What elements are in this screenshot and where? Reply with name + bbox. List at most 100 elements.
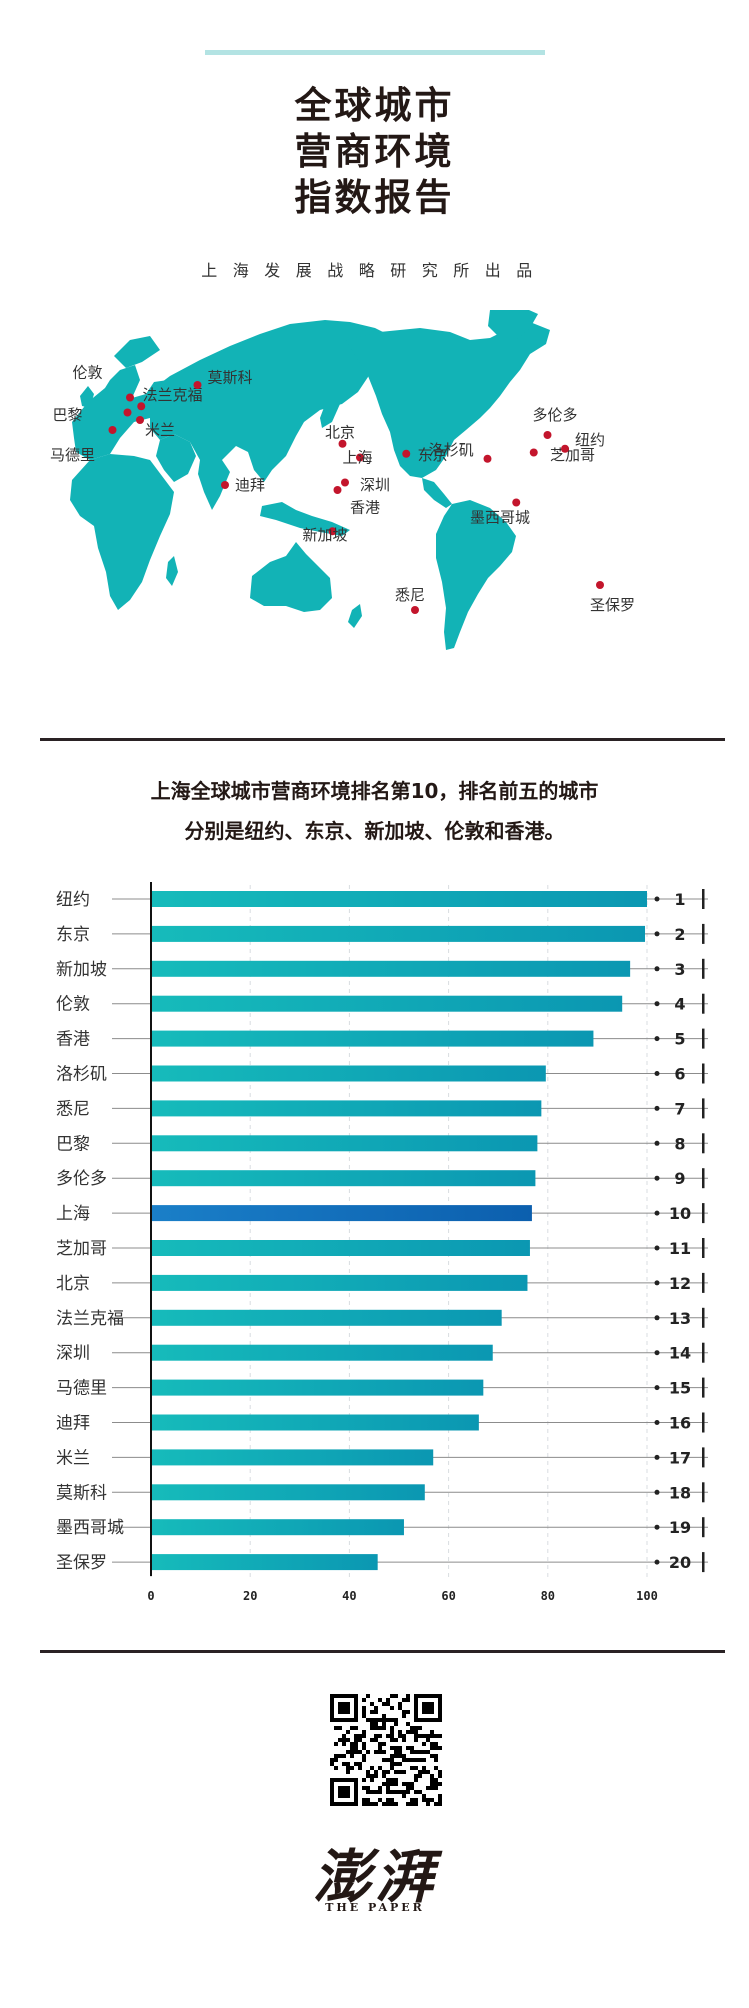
- bar-香港: [151, 1030, 594, 1047]
- category-label: 米兰: [56, 1448, 90, 1468]
- rank-end-tick: [702, 993, 705, 1014]
- category-label: 香港: [56, 1030, 90, 1050]
- map-marker-悉尼: [411, 606, 419, 614]
- rank-end-tick: [702, 1307, 705, 1328]
- rank-number: 6: [674, 1065, 685, 1084]
- category-label: 伦敦: [56, 995, 90, 1015]
- rank-end-tick: [702, 1377, 705, 1398]
- report-title-line-2: 营商环境: [294, 130, 455, 173]
- bar-迪拜: [151, 1414, 479, 1431]
- section-divider-top: [40, 738, 725, 741]
- map-marker-上海: [356, 453, 364, 462]
- map-label-圣保罗: 圣保罗: [590, 596, 635, 614]
- map-label-多伦多: 多伦多: [533, 406, 578, 424]
- category-label: 纽约: [56, 890, 90, 910]
- rank-number: 15: [669, 1379, 691, 1398]
- category-label: 北京: [56, 1274, 90, 1294]
- map-label-马德里: 马德里: [50, 446, 95, 464]
- rank-dot: [654, 1175, 660, 1181]
- the-paper-logo: 澎湃 THE PAPER: [300, 1845, 450, 1914]
- category-label: 上海: [56, 1204, 90, 1224]
- rank-number: 17: [669, 1448, 691, 1467]
- rank-end-tick: [702, 1482, 705, 1503]
- map-marker-新加坡: [328, 527, 337, 536]
- rank-end-tick: [702, 1028, 705, 1049]
- rank-dot: [654, 1280, 660, 1286]
- rank-dot: [654, 1524, 660, 1530]
- rank-number: 5: [674, 1030, 685, 1049]
- map-marker-香港: [333, 486, 342, 494]
- category-label: 深圳: [56, 1344, 90, 1364]
- category-label: 芝加哥: [56, 1239, 107, 1259]
- map-label-深圳: 深圳: [360, 476, 390, 494]
- qr-code-icon[interactable]: [329, 1693, 443, 1807]
- rank-dot: [654, 1071, 660, 1076]
- bar-纽约: [151, 891, 647, 907]
- x-tick-label: 40: [342, 1589, 356, 1603]
- bar-深圳: [151, 1344, 493, 1361]
- logo-english: THE PAPER: [325, 1901, 425, 1914]
- map-label-墨西哥城: 墨西哥城: [470, 509, 530, 527]
- map-label-米兰: 米兰: [145, 421, 175, 439]
- category-label: 迪拜: [56, 1414, 90, 1434]
- map-label-新加坡: 新加坡: [303, 526, 348, 544]
- bar-芝加哥: [151, 1240, 530, 1256]
- rank-number: 16: [669, 1414, 691, 1433]
- rank-dot: [654, 1350, 660, 1356]
- map-label-上海: 上海: [343, 449, 373, 467]
- rank-number: 3: [674, 960, 685, 979]
- bar-米兰: [151, 1449, 434, 1466]
- x-tick-label: 0: [147, 1589, 154, 1603]
- rank-end-tick: [702, 923, 705, 944]
- bar-新加坡: [151, 960, 631, 977]
- bar-莫斯科: [151, 1484, 425, 1501]
- map-label-莫斯科: 莫斯科: [208, 369, 253, 387]
- map-marker-米兰: [136, 416, 144, 424]
- rank-number: 9: [674, 1169, 685, 1188]
- map-marker-迪拜: [221, 481, 229, 489]
- rank-end-tick: [702, 958, 705, 979]
- rank-end-tick: [702, 1238, 705, 1258]
- rank-dot: [654, 1036, 660, 1042]
- bar-多伦多: [151, 1170, 536, 1187]
- bar-巴黎: [151, 1135, 538, 1152]
- bar-墨西哥城: [151, 1519, 404, 1536]
- rank-end-tick: [702, 889, 705, 909]
- rank-end-tick: [702, 1272, 705, 1293]
- map-label-东京: 东京: [418, 446, 448, 464]
- rank-end-tick: [702, 1412, 705, 1433]
- report-subtitle: 上海发展战略研究所出品: [201, 261, 548, 280]
- category-label: 新加坡: [56, 960, 107, 980]
- world-map-landmass: [70, 310, 550, 650]
- map-label-悉尼: 悉尼: [395, 586, 425, 604]
- rank-number: 1: [674, 890, 685, 909]
- rank-dot: [654, 1385, 660, 1391]
- map-marker-巴黎: [123, 408, 132, 417]
- category-label: 东京: [56, 925, 90, 945]
- rank-end-tick: [702, 1447, 705, 1468]
- rank-end-tick: [702, 1098, 705, 1119]
- map-marker-马德里: [108, 426, 117, 434]
- map-label-北京: 北京: [325, 424, 355, 442]
- category-label: 巴黎: [56, 1134, 90, 1154]
- rank-number: 10: [669, 1204, 691, 1223]
- rank-number: 20: [669, 1553, 691, 1572]
- rank-number: 19: [669, 1518, 691, 1537]
- rank-dot: [654, 1454, 660, 1460]
- map-marker-伦敦: [126, 393, 134, 402]
- rank-end-tick: [702, 1552, 705, 1573]
- bar-洛杉矶: [151, 1065, 546, 1082]
- report-title-line-1: 全球城市: [294, 84, 455, 127]
- bar-伦敦: [151, 995, 623, 1012]
- rank-dot: [654, 1105, 660, 1111]
- rank-dot: [654, 1001, 660, 1007]
- map-label-纽约: 纽约: [575, 431, 605, 449]
- rank-number: 7: [674, 1099, 685, 1118]
- logo-chinese: 澎湃: [312, 1843, 437, 1911]
- map-marker-洛杉矶: [483, 454, 492, 463]
- headline-line-2: 分别是纽约、东京、新加坡、伦敦和香港。: [184, 819, 565, 843]
- rank-dot: [654, 1315, 660, 1321]
- map-label-伦敦: 伦敦: [73, 364, 103, 382]
- rank-end-tick: [702, 1203, 705, 1224]
